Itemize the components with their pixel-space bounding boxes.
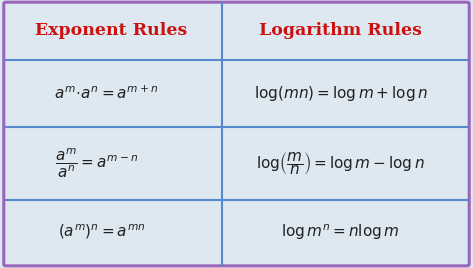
Text: Exponent Rules: Exponent Rules (35, 22, 187, 39)
Text: $\log m^{n}=n\log m$: $\log m^{n}=n\log m$ (281, 222, 400, 242)
Text: $\left(a^{m}\right)^{n}=a^{mn}$: $\left(a^{m}\right)^{n}=a^{mn}$ (58, 223, 145, 241)
Text: Logarithm Rules: Logarithm Rules (259, 22, 422, 39)
Text: $\log(mn)=\log m+\log n$: $\log(mn)=\log m+\log n$ (254, 84, 428, 103)
FancyBboxPatch shape (4, 2, 469, 266)
Text: $a^{m}\!\cdot\! a^{n}=a^{m+n}$: $a^{m}\!\cdot\! a^{n}=a^{m+n}$ (54, 85, 158, 102)
Text: $\log\!\left(\dfrac{m}{n}\right)=\log m-\log n$: $\log\!\left(\dfrac{m}{n}\right)=\log m-… (256, 150, 425, 177)
Text: $\dfrac{a^{m}}{a^{n}}=a^{m-n}$: $\dfrac{a^{m}}{a^{n}}=a^{m-n}$ (55, 147, 139, 180)
